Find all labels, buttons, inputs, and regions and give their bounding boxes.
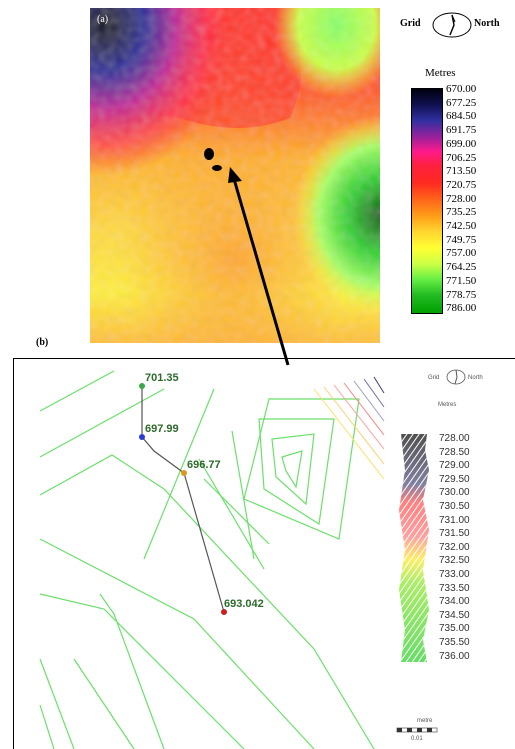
- contour-colorbar: [399, 434, 429, 662]
- legend-value: 684.50: [446, 110, 477, 123]
- legend-value: 699.00: [446, 137, 477, 150]
- legend-value: 757.00: [446, 247, 477, 260]
- legend-value: 764.25: [446, 261, 477, 274]
- north-north-label-b: North: [468, 375, 483, 381]
- legend-value: 720.75: [446, 178, 477, 191]
- point-label-2: 697.99: [145, 423, 179, 435]
- legend-value-b: 732.50: [439, 555, 470, 567]
- legend-value: 735.25: [446, 206, 477, 219]
- scale-title: metre: [417, 718, 433, 724]
- legend-value-b: 730.00: [439, 487, 470, 499]
- legend-value-b: 731.00: [439, 514, 470, 526]
- survey-point-1[interactable]: [139, 383, 145, 389]
- north-arrow-icon: [432, 12, 472, 38]
- legend-value: 677.25: [446, 96, 477, 109]
- legend-value-b: 735.00: [439, 623, 470, 635]
- north-arrow-icon-b: [446, 369, 466, 385]
- legend-value-b: 736.00: [439, 650, 470, 662]
- legend-value: 706.25: [446, 151, 477, 164]
- legend-title: Metres: [425, 67, 456, 79]
- survey-point-3[interactable]: [181, 470, 187, 476]
- point-label-1: 701.35: [145, 372, 179, 384]
- panel-b-frame: [13, 358, 515, 749]
- elevation-raster-map: (a): [90, 8, 380, 343]
- legend-value: 778.75: [446, 288, 477, 301]
- survey-point-cluster: [212, 165, 222, 171]
- arrow-connector: [228, 167, 290, 366]
- north-grid-label: Grid: [400, 18, 421, 29]
- legend-value: 713.50: [446, 165, 477, 178]
- legend-value: 771.50: [446, 274, 477, 287]
- legend-value-b: 734.00: [439, 596, 470, 608]
- legend-value: 749.75: [446, 233, 477, 246]
- legend-values: 670.00 677.25 684.50 691.75 699.00 706.25 713.…: [446, 83, 476, 316]
- legend-value: 786.00: [446, 302, 477, 315]
- panel-b-label: (b): [36, 337, 49, 348]
- scale-value: 0.01: [411, 736, 423, 742]
- survey-track-line: [141, 386, 225, 613]
- contour-lines-upper: [313, 376, 385, 480]
- elevation-colorbar: [411, 88, 443, 314]
- scale-bar: [396, 727, 438, 733]
- legend-value-b: 734.50: [439, 609, 470, 621]
- legend-value-b: 733.00: [439, 568, 470, 580]
- legend-value-b: 728.00: [439, 433, 470, 444]
- point-label-3: 696.77: [187, 459, 221, 471]
- legend-title-b: Metres: [438, 402, 457, 408]
- north-grid-label-b: Grid: [428, 375, 440, 381]
- legend-value-b: 728.50: [439, 446, 470, 458]
- panel-a-label: (a): [97, 14, 108, 25]
- contour-lines: [39, 370, 375, 749]
- contour-map: 701.35 697.99 696.77 693.042: [39, 370, 385, 749]
- legend-value-b: 729.50: [439, 473, 470, 485]
- legend-value: 742.50: [446, 220, 477, 233]
- legend-value-b: 729.00: [439, 460, 470, 472]
- legend-values-b: 728.00 728.50 729.00 729.50 730.00 730.50 731.…: [439, 432, 470, 663]
- legend-value-b: 730.50: [439, 500, 470, 512]
- legend-value-b: 735.50: [439, 636, 470, 648]
- survey-point-2[interactable]: [139, 434, 145, 440]
- legend-value: 670.00: [446, 83, 477, 95]
- legend-value: 728.00: [446, 192, 477, 205]
- north-north-label: North: [474, 18, 500, 29]
- legend-value-b: 732.00: [439, 541, 470, 553]
- legend-value: 691.75: [446, 124, 477, 137]
- survey-point-cluster: [204, 148, 214, 160]
- legend-value-b: 733.50: [439, 582, 470, 594]
- legend-value-b: 731.50: [439, 528, 470, 540]
- survey-point-4[interactable]: [221, 609, 227, 615]
- point-label-4: 693.042: [224, 598, 264, 610]
